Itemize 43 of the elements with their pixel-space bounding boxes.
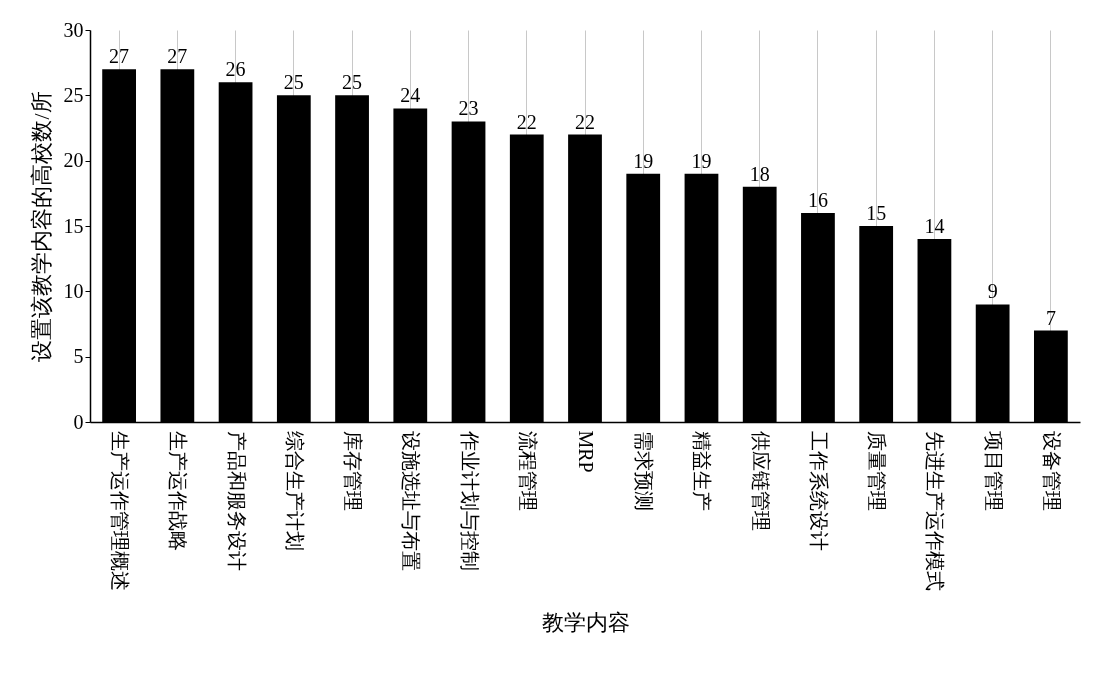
y-axis-title: 设置该教学内容的高校数/所 bbox=[28, 91, 54, 362]
x-tick-label: 流程管理 bbox=[516, 430, 539, 511]
data-label: 27 bbox=[109, 45, 130, 68]
data-label: 25 bbox=[342, 71, 363, 94]
y-tick-label: 25 bbox=[63, 83, 84, 106]
data-label: 7 bbox=[1045, 306, 1056, 329]
data-label: 15 bbox=[866, 202, 887, 224]
data-label: 19 bbox=[691, 149, 712, 172]
data-label: 14 bbox=[924, 215, 945, 238]
y-tick-label: 30 bbox=[63, 18, 84, 41]
x-tick-label: 综合生产计划 bbox=[283, 430, 306, 551]
x-tick-label: MRP bbox=[575, 430, 597, 473]
y-tick-label: 15 bbox=[63, 214, 84, 237]
x-axis-title: 教学内容 bbox=[541, 609, 630, 635]
y-tick-label: 20 bbox=[63, 149, 84, 172]
data-label: 26 bbox=[225, 58, 246, 81]
y-tick-label: 10 bbox=[63, 279, 84, 302]
data-label: 19 bbox=[633, 149, 654, 172]
data-label: 18 bbox=[749, 162, 770, 185]
data-label: 27 bbox=[167, 45, 188, 68]
x-tick-label: 质量管理 bbox=[866, 430, 889, 511]
x-tick-label: 产品和服务设计 bbox=[225, 430, 248, 571]
x-tick-label: 库存管理 bbox=[342, 430, 365, 511]
data-label: 9 bbox=[987, 280, 998, 303]
data-label: 16 bbox=[807, 188, 828, 211]
x-tick-label: 生产运作管理概述 bbox=[109, 430, 132, 591]
x-tick-label: 生产运作战略 bbox=[167, 430, 190, 551]
y-tick-label: 0 bbox=[73, 410, 84, 433]
y-tick-label: 5 bbox=[73, 345, 84, 368]
x-tick-label: 项目管理 bbox=[982, 430, 1005, 511]
data-label: 25 bbox=[283, 71, 304, 94]
x-tick-label: 先进生产运作模式 bbox=[924, 430, 947, 591]
data-label: 22 bbox=[516, 110, 537, 133]
data-label: 24 bbox=[400, 84, 421, 107]
x-tick-label: 设备管理 bbox=[1040, 430, 1063, 511]
data-label: 23 bbox=[458, 97, 479, 120]
x-tick-label: 需求预测 bbox=[633, 430, 656, 511]
data-label: 22 bbox=[575, 110, 595, 133]
x-tick-label: 作业计划与控制 bbox=[458, 429, 481, 571]
x-tick-label: 供应链管理 bbox=[749, 430, 772, 531]
x-tick-label: 设施选址与布置 bbox=[400, 430, 423, 571]
x-tick-label: 工作系统设计 bbox=[807, 430, 830, 551]
x-tick-label: 精益生产 bbox=[691, 430, 714, 511]
